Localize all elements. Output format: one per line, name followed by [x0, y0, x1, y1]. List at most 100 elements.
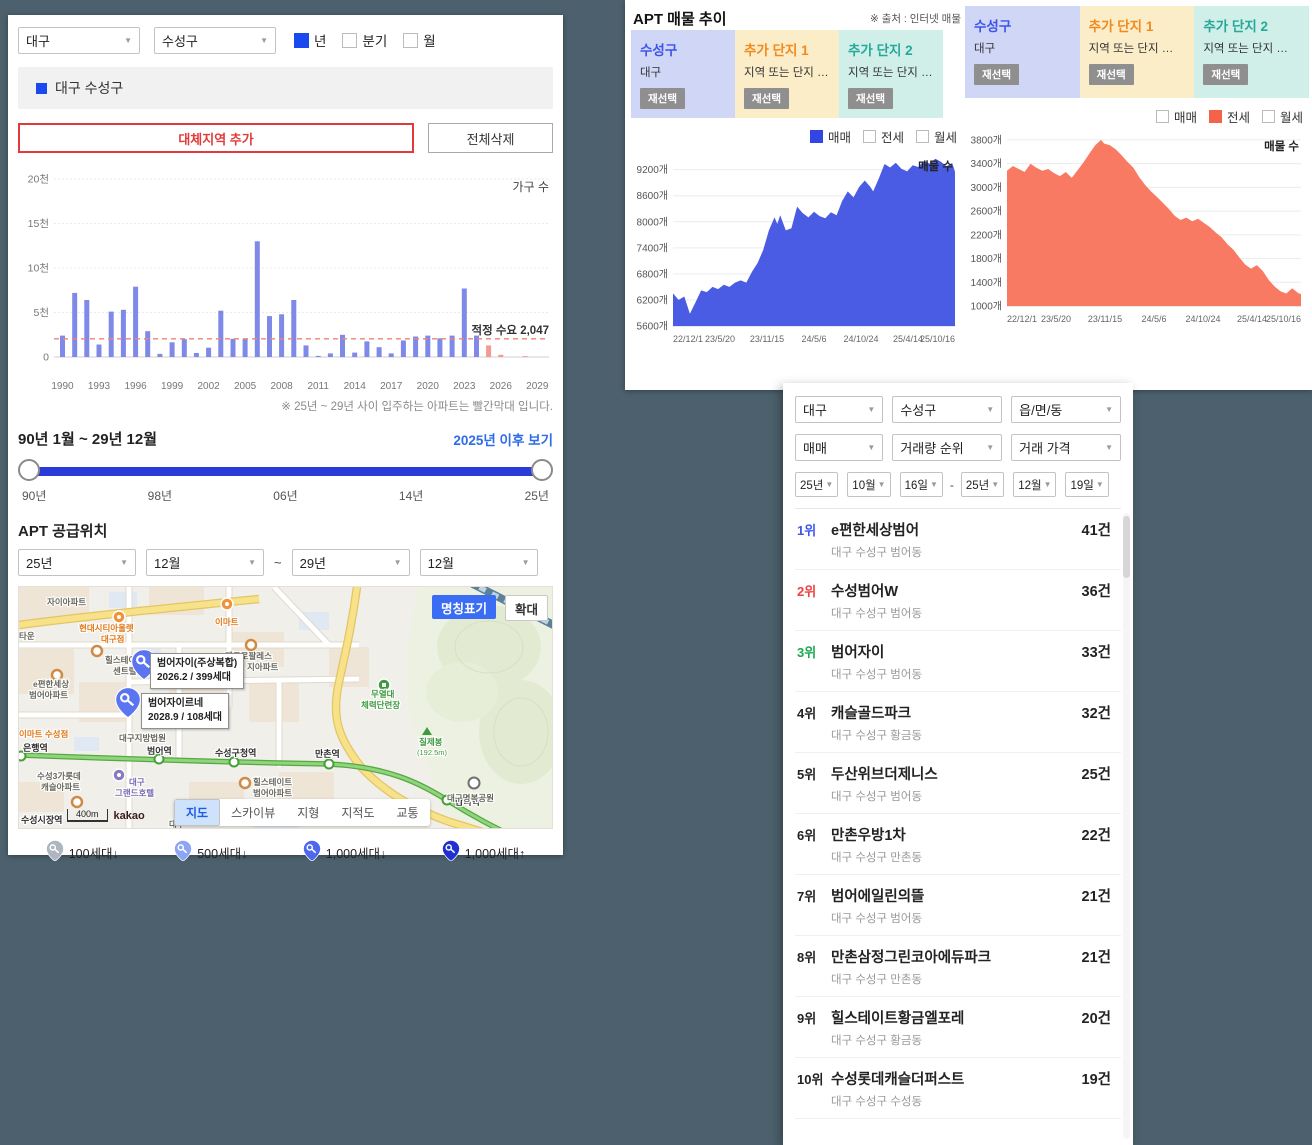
checkbox-icon[interactable] — [915, 129, 929, 143]
rank-date-from-2[interactable]: 16일 ▼ — [899, 472, 943, 497]
map-name-toggle-button[interactable]: 명칭표기 — [431, 595, 496, 619]
rank-list-item[interactable]: 6위 만촌우방1차 22건 대구 수성구 만촌동 — [795, 814, 1121, 875]
svg-text:자이아파트: 자이아파트 — [47, 597, 86, 607]
after-2025-link[interactable]: 2025년 이후 보기 — [453, 432, 553, 448]
map-tab-지적도[interactable]: 지적도 — [341, 806, 375, 820]
rank-date-from-1[interactable]: 10월 ▼ — [847, 472, 891, 497]
map-tab-교통[interactable]: 교통 — [396, 806, 419, 820]
rank-list-item[interactable]: 4위 캐슬골드파크 32건 대구 수성구 황금동 — [795, 692, 1121, 753]
legend-item-월세[interactable]: 월세 — [1261, 107, 1303, 126]
apartment-location: 대구 수성구 만촌동 — [831, 852, 923, 864]
svg-text:25/10/16: 25/10/16 — [920, 334, 955, 344]
checkbox-icon[interactable] — [403, 32, 419, 48]
map-tab-스카이뷰[interactable]: 스카이뷰 — [231, 806, 276, 820]
rank-date-to-0[interactable]: 25년 ▼ — [960, 472, 1005, 497]
rank-list-item[interactable]: 3위 범어자이 33건 대구 수성구 범어동 — [795, 631, 1121, 692]
region-card-title: 추가 단지 2 — [1203, 19, 1269, 34]
scrollbar-thumb[interactable] — [1123, 516, 1130, 578]
reselect-button[interactable]: 재선택 — [640, 88, 685, 109]
from-month-select[interactable]: 12월 ▼ — [146, 549, 264, 576]
add-region-button[interactable]: 대체지역 추가 — [18, 123, 414, 153]
slider-handle-left[interactable] — [18, 459, 40, 481]
checkbox-icon[interactable] — [1261, 109, 1275, 123]
svg-text:범어역: 범어역 — [147, 745, 172, 756]
to-year-select[interactable]: 29년 ▼ — [291, 549, 410, 576]
legend-item-매매[interactable]: 매매 — [1155, 107, 1197, 126]
from-year-select[interactable]: 25년 ▼ — [18, 549, 136, 576]
map-scale: 400m kakao — [67, 809, 145, 822]
legend-item-매매[interactable]: 매매 — [809, 127, 851, 146]
svg-text:2026: 2026 — [490, 381, 513, 392]
checkbox-icon[interactable] — [809, 129, 823, 143]
rank-type-select-1[interactable]: 거래량 순위 ▼ — [892, 434, 1003, 461]
map-pin-icon — [441, 839, 460, 865]
map-tab-지형[interactable]: 지형 — [297, 806, 320, 820]
reselect-button[interactable]: 재선택 — [1088, 64, 1134, 85]
rank-list-item[interactable]: 1위 e편한세상범어 41건 대구 수성구 범어동 — [795, 509, 1121, 570]
rank-type-select-0[interactable]: 매매 ▼ — [795, 434, 884, 461]
scrollbar[interactable] — [1123, 513, 1130, 1139]
location-section-title: APT 공급위치 — [18, 523, 108, 540]
district-select[interactable]: 수성구 ▼ — [154, 26, 276, 54]
listings-title: APT 매물 추이 — [633, 10, 727, 28]
rank-list-item[interactable]: 7위 범어에일린의뜰 21건 대구 수성구 범어동 — [795, 875, 1121, 936]
checkbox-icon[interactable] — [862, 129, 876, 143]
rank-date-to-2[interactable]: 19일 ▼ — [1065, 472, 1109, 497]
series-legend-sale: 매매 전세 월세 — [631, 127, 963, 146]
legend-item-월세[interactable]: 월세 — [915, 127, 957, 146]
supply-map[interactable]: 수성시장역 은행역 범어역 수성구청역 만촌역 담티역 자이아파트 타운 현대시티아울렛 대구점… — [18, 586, 553, 829]
reselect-button[interactable]: 재선택 — [1203, 64, 1249, 85]
svg-text:23/11/15: 23/11/15 — [750, 334, 784, 344]
legend-item-전세[interactable]: 전세 — [1208, 107, 1250, 126]
rank-type-select-2[interactable]: 거래 가격 ▼ — [1011, 434, 1121, 461]
chevron-down-icon: ▼ — [260, 35, 268, 45]
chevron-down-icon: ▼ — [986, 405, 995, 414]
svg-text:무열대: 무열대 — [371, 689, 395, 699]
year-range-slider[interactable] — [18, 459, 553, 483]
rank-list-item[interactable]: 5위 두산위브더제니스 25건 대구 수성구 범어동 — [795, 753, 1121, 814]
sale-area-chart: 5600개 6200개 6800개 7400개 8000개 8600개 9200개 매물 수 2… — [631, 144, 963, 363]
svg-text:7400개: 7400개 — [637, 242, 668, 254]
checkbox-icon[interactable] — [342, 32, 358, 48]
clear-all-button[interactable]: 전체삭제 — [428, 123, 553, 153]
svg-text:6800개: 6800개 — [637, 268, 668, 280]
rank-date-to-1[interactable]: 12월 ▼ — [1013, 472, 1057, 497]
rank-list-item[interactable]: 2위 수성범어W 36건 대구 수성구 범어동 — [795, 570, 1121, 631]
checkbox-icon[interactable] — [1155, 109, 1169, 123]
rank-list-item[interactable]: 9위 힐스테이트황금엘포레 20건 대구 수성구 황금동 — [795, 997, 1121, 1058]
map-tab-지도[interactable]: 지도 — [174, 799, 221, 826]
pin-legend-item: 1,000세대↑ — [441, 839, 525, 865]
reselect-button[interactable]: 재선택 — [974, 64, 1019, 85]
svg-text:대구명복공원: 대구명복공원 — [447, 793, 494, 803]
rank-date-from-0[interactable]: 25년 ▼ — [795, 472, 839, 497]
listings-column-jeonse: 수성구 대구 재선택 추가 단지 1 지역 또는 단지 … 재선택 추가 단지 2 지역 또는… — [965, 6, 1310, 343]
period-option-년[interactable]: 년 — [294, 30, 326, 50]
reselect-button[interactable]: 재선택 — [848, 88, 893, 109]
rank-list-item[interactable]: 8위 만촌삼정그린코아에듀파크 21건 대구 수성구 만촌동 — [795, 936, 1121, 997]
map-zoom-in-button[interactable]: 확대 — [504, 595, 548, 621]
apartment-name: 범어에일린의뜰 — [831, 889, 925, 905]
checkbox-icon[interactable] — [294, 32, 309, 48]
svg-text:2008: 2008 — [270, 381, 293, 392]
transaction-count: 25건 — [1081, 767, 1111, 783]
city-select[interactable]: 대구 ▼ — [18, 26, 140, 54]
map-tooltip: 범어자이(주상복합) 2026.2 / 399세대 — [150, 653, 245, 689]
period-option-분기[interactable]: 분기 — [342, 30, 387, 50]
pin-legend-item: 1,000세대↓ — [302, 839, 386, 865]
reselect-button[interactable]: 재선택 — [744, 88, 789, 109]
to-month-select[interactable]: 12월 ▼ — [419, 549, 538, 576]
svg-text:2017: 2017 — [380, 381, 403, 392]
rank-list-item[interactable]: 10위 수성롯데캐슬더퍼스트 19건 대구 수성구 수성동 — [795, 1058, 1121, 1119]
rank-region-select-1[interactable]: 수성구 ▼ — [892, 396, 1003, 423]
legend-item-전세[interactable]: 전세 — [862, 127, 904, 146]
region-card: 추가 단지 2 지역 또는 단지 … 재선택 — [839, 30, 943, 118]
rank-type-select-2-value: 거래 가격 — [1019, 441, 1071, 456]
slider-handle-right[interactable] — [531, 459, 553, 481]
rank-region-select-2[interactable]: 읍/면/동 ▼ — [1011, 396, 1121, 423]
svg-text:캐슬아파트: 캐슬아파트 — [41, 782, 80, 792]
period-option-월[interactable]: 월 — [403, 30, 436, 50]
rank-region-select-0[interactable]: 대구 ▼ — [795, 396, 884, 423]
checkbox-icon[interactable] — [1208, 109, 1222, 123]
slider-track[interactable] — [26, 467, 545, 476]
